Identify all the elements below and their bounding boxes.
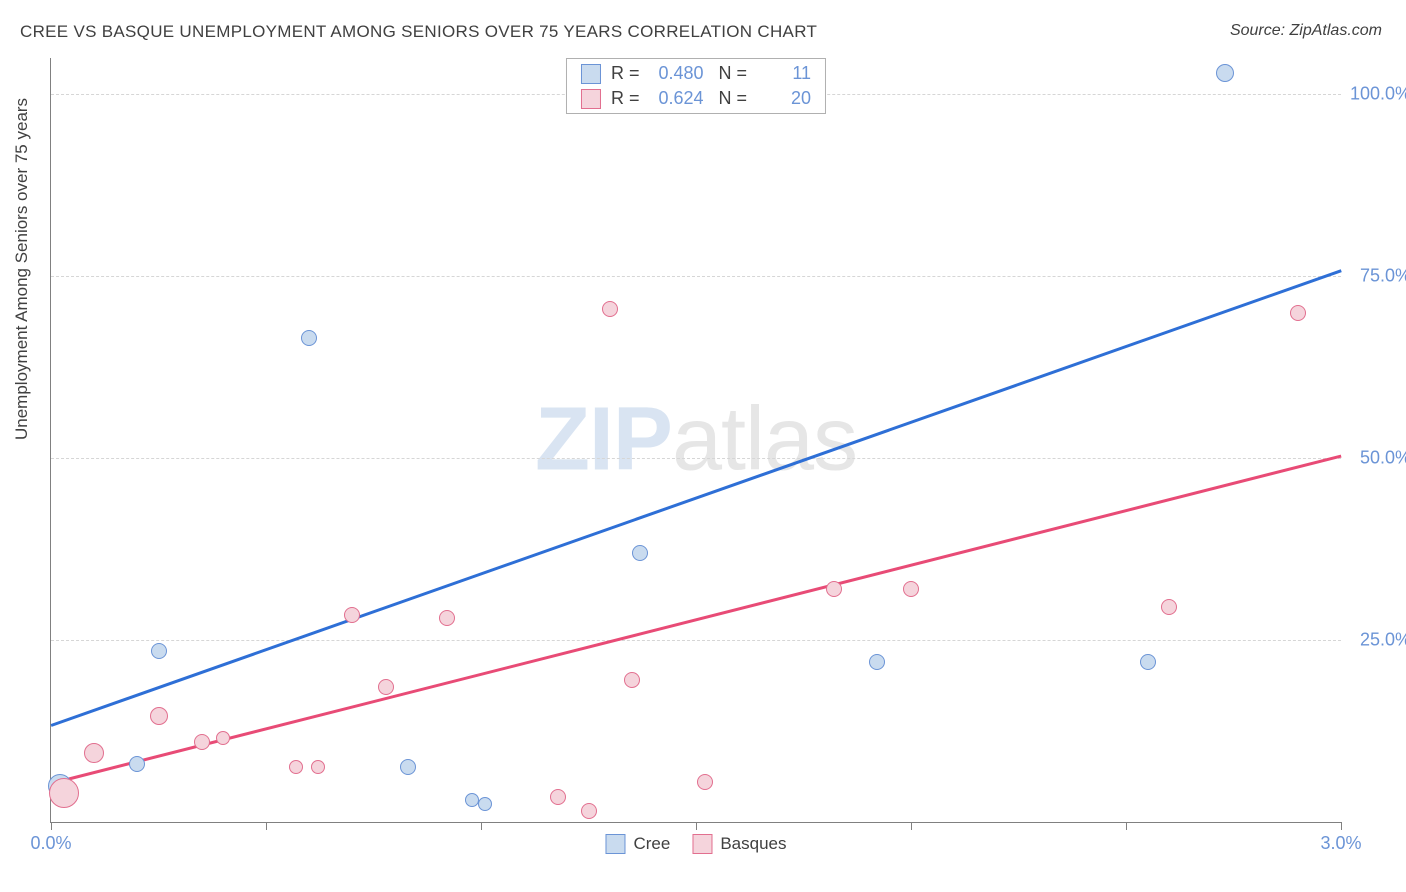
y-tick-label: 75.0% <box>1360 266 1406 287</box>
x-tick <box>481 822 482 830</box>
data-point <box>84 743 104 763</box>
data-point <box>697 774 713 790</box>
data-point <box>602 301 618 317</box>
legend-n-value: 11 <box>757 63 811 84</box>
legend-swatch <box>581 64 601 84</box>
data-point <box>826 581 842 597</box>
legend-r-label: R = <box>611 63 640 84</box>
data-point <box>581 803 597 819</box>
data-point <box>1161 599 1177 615</box>
data-point <box>1140 654 1156 670</box>
data-point <box>151 643 167 659</box>
data-point <box>400 759 416 775</box>
legend-n-value: 20 <box>757 88 811 109</box>
watermark: ZIPatlas <box>535 389 857 492</box>
data-point <box>632 545 648 561</box>
legend-n-label: N = <box>714 88 748 109</box>
data-point <box>624 672 640 688</box>
x-tick <box>1126 822 1127 830</box>
source-label: Source: ZipAtlas.com <box>1230 22 1382 40</box>
legend-r-value: 0.480 <box>650 63 704 84</box>
legend-swatch <box>581 89 601 109</box>
y-axis-label: Unemployment Among Seniors over 75 years <box>12 98 32 440</box>
data-point <box>311 760 325 774</box>
data-point <box>903 581 919 597</box>
series-legend: Cree Basques <box>605 834 786 854</box>
correlation-legend: R = 0.480 N = 11 R = 0.624 N = 20 <box>566 58 826 114</box>
x-tick <box>1341 822 1342 830</box>
data-point <box>301 330 317 346</box>
series-legend-item: Cree <box>605 834 670 854</box>
legend-r-value: 0.624 <box>650 88 704 109</box>
data-point <box>289 760 303 774</box>
gridline <box>51 276 1341 277</box>
y-tick-label: 100.0% <box>1350 84 1406 105</box>
chart-title: CREE VS BASQUE UNEMPLOYMENT AMONG SENIOR… <box>20 22 817 42</box>
data-point <box>439 610 455 626</box>
x-tick-label: 3.0% <box>1320 833 1361 854</box>
legend-swatch <box>605 834 625 854</box>
series-legend-item: Basques <box>692 834 786 854</box>
x-tick <box>51 822 52 830</box>
legend-r-label: R = <box>611 88 640 109</box>
data-point <box>49 778 79 808</box>
data-point <box>378 679 394 695</box>
data-point <box>1290 305 1306 321</box>
data-point <box>478 797 492 811</box>
series-name: Basques <box>720 834 786 854</box>
x-tick <box>266 822 267 830</box>
y-tick-label: 25.0% <box>1360 630 1406 651</box>
data-point <box>869 654 885 670</box>
legend-n-label: N = <box>714 63 748 84</box>
correlation-legend-row: R = 0.480 N = 11 <box>567 61 825 86</box>
plot-area: ZIPatlas 25.0%50.0%75.0%100.0%0.0%3.0%R … <box>50 58 1341 823</box>
gridline <box>51 640 1341 641</box>
data-point <box>344 607 360 623</box>
x-tick <box>696 822 697 830</box>
data-point <box>129 756 145 772</box>
x-tick-label: 0.0% <box>30 833 71 854</box>
watermark-zip: ZIP <box>535 390 672 490</box>
y-tick-label: 50.0% <box>1360 448 1406 469</box>
x-tick <box>911 822 912 830</box>
data-point <box>194 734 210 750</box>
data-point <box>465 793 479 807</box>
series-name: Cree <box>633 834 670 854</box>
correlation-legend-row: R = 0.624 N = 20 <box>567 86 825 111</box>
data-point <box>1216 64 1234 82</box>
trend-line <box>51 455 1342 785</box>
gridline <box>51 458 1341 459</box>
data-point <box>216 731 230 745</box>
legend-swatch <box>692 834 712 854</box>
data-point <box>150 707 168 725</box>
data-point <box>550 789 566 805</box>
